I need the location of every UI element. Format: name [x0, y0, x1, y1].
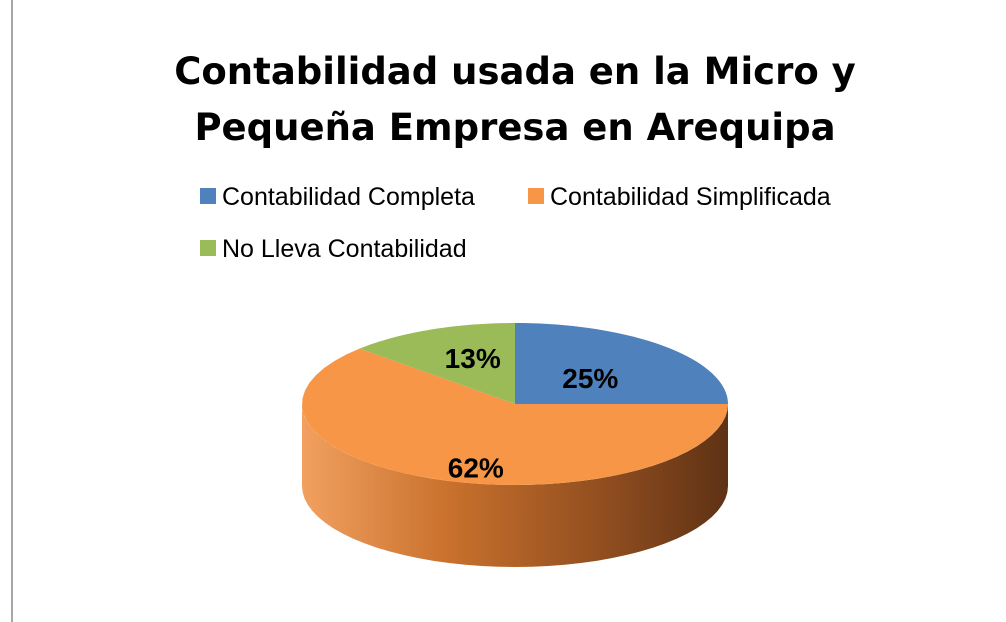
- pie-slice: [302, 348, 728, 485]
- legend-swatch: [200, 240, 216, 256]
- pie-slice: [515, 323, 728, 404]
- data-label: 62%: [448, 452, 504, 483]
- legend-swatch: [528, 188, 544, 204]
- pie-side: [302, 404, 728, 567]
- legend-swatch: [200, 188, 216, 204]
- data-label: 25%: [562, 363, 618, 394]
- chart-title: Pequeña Empresa en Arequipa: [194, 106, 835, 149]
- data-label: 13%: [445, 343, 501, 374]
- legend-label: Contabilidad Completa: [222, 183, 475, 211]
- legend-label: No Lleva Contabilidad: [222, 235, 467, 263]
- chart-title: Contabilidad usada en la Micro y: [174, 50, 856, 93]
- pie-slice: [359, 323, 515, 404]
- legend-label: Contabilidad Simplificada: [550, 183, 831, 211]
